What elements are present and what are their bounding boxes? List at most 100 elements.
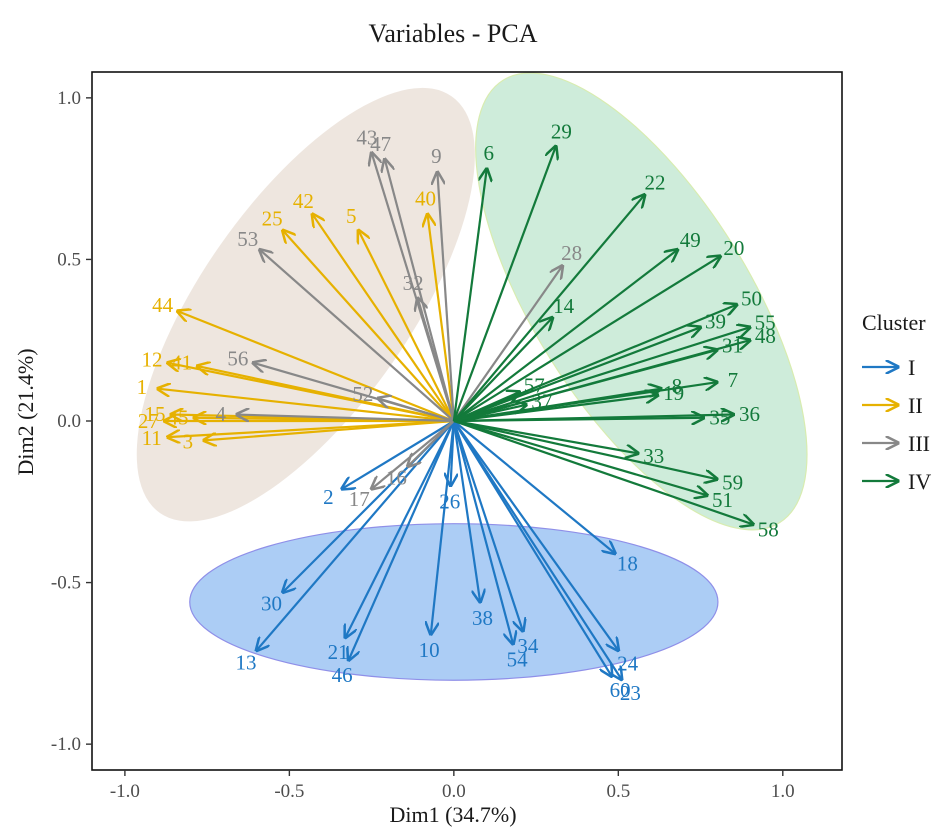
label-var-12: 12: [141, 348, 162, 372]
label-var-57: 57: [524, 373, 545, 397]
label-var-52: 52: [352, 382, 373, 406]
label-var-26: 26: [439, 490, 460, 514]
y-tick-label: -0.5: [51, 573, 81, 594]
arrow-var-54: [452, 420, 513, 644]
label-var-32: 32: [403, 271, 424, 295]
arrow-var-31: [453, 350, 717, 423]
arrow-var-1: [158, 389, 454, 423]
label-var-7: 7: [728, 368, 739, 392]
arrow-var-14: [453, 318, 553, 422]
label-var-33: 33: [643, 444, 664, 468]
label-var-54: 54: [507, 647, 529, 671]
label-var-48: 48: [755, 324, 776, 348]
label-var-40: 40: [415, 186, 436, 210]
x-tick-label: 1.0: [771, 781, 795, 802]
arrow-var-34: [452, 420, 523, 631]
label-var-59: 59: [722, 471, 743, 495]
label-var-42: 42: [293, 189, 314, 213]
label-var-39: 39: [705, 310, 726, 334]
label-var-21: 21: [328, 640, 349, 664]
arrow-var-17: [372, 420, 455, 489]
label-var-19: 19: [663, 381, 684, 405]
label-var-24: 24: [617, 651, 639, 675]
arrow-var-33: [453, 419, 638, 453]
label-var-20: 20: [723, 236, 744, 260]
ellipse-cluster-I: [189, 523, 719, 681]
label-var-38: 38: [472, 606, 493, 630]
legend-label-IV: IV: [908, 469, 931, 494]
label-var-23: 23: [620, 681, 641, 705]
legend-label-III: III: [908, 431, 930, 456]
legend-title: Cluster: [862, 310, 926, 335]
x-tick-label: -0.5: [274, 781, 304, 802]
legend-label-I: I: [908, 355, 915, 380]
label-var-51: 51: [712, 488, 733, 512]
arrow-var-55: [453, 327, 750, 423]
arrow-var-44: [178, 311, 455, 423]
arrow-var-37: [453, 405, 526, 423]
label-var-56: 56: [227, 346, 248, 370]
label-var-18: 18: [617, 552, 638, 576]
arrow-var-38: [452, 420, 480, 602]
arrow-var-25: [283, 230, 455, 422]
x-tick-label: -1.0: [110, 781, 140, 802]
label-var-8: 8: [672, 374, 683, 398]
y-tick-label: 1.0: [57, 88, 81, 109]
label-var-3: 3: [183, 430, 194, 454]
label-var-44: 44: [152, 293, 174, 317]
arrow-var-57: [453, 392, 520, 423]
label-var-43: 43: [356, 125, 377, 149]
arrow-var-7: [453, 382, 717, 423]
label-var-10: 10: [419, 638, 440, 662]
arrow-var-24: [452, 420, 618, 650]
arrow-var-20: [453, 256, 720, 422]
label-var-17: 17: [349, 487, 370, 511]
arrow-var-5: [358, 230, 455, 422]
label-var-11: 11: [142, 426, 162, 450]
label-var-34: 34: [517, 634, 539, 658]
y-tick-label: 0.5: [57, 249, 81, 270]
label-var-41: 41: [171, 351, 192, 375]
label-var-49: 49: [680, 228, 701, 252]
label-var-53: 53: [237, 227, 258, 251]
label-var-2: 2: [323, 485, 334, 509]
label-var-14: 14: [553, 294, 575, 318]
label-var-31: 31: [722, 334, 743, 358]
arrow-var-40: [428, 214, 455, 422]
arrow-var-9: [437, 172, 455, 422]
label-var-47: 47: [370, 132, 391, 156]
label-var-13: 13: [236, 651, 257, 675]
arrow-var-53: [260, 250, 455, 422]
label-var-1: 1: [137, 375, 148, 399]
label-var-6: 6: [484, 141, 495, 165]
label-var-15: 15: [144, 402, 165, 426]
variable-arrows: [158, 146, 753, 679]
arrow-var-10: [431, 420, 455, 634]
x-tick-label: 0.5: [606, 781, 630, 802]
arrow-var-3: [204, 419, 454, 440]
label-var-58: 58: [758, 518, 779, 542]
arrow-var-32: [418, 298, 455, 422]
label-var-29: 29: [551, 119, 572, 143]
arrow-var-52: [378, 398, 455, 423]
label-var-37: 37: [531, 389, 552, 413]
arrow-var-51: [453, 419, 707, 495]
label-var-9: 9: [431, 144, 442, 168]
label-var-27: 27: [138, 409, 159, 433]
label-var-5: 5: [346, 204, 357, 228]
arrow-var-22: [453, 195, 645, 422]
ellipse-cluster-II: [136, 87, 475, 522]
chart-title: Variables - PCA: [369, 19, 538, 48]
arrow-var-6: [452, 169, 487, 422]
arrow-var-58: [453, 419, 753, 524]
arrow-var-35: [453, 418, 704, 421]
x-tick-label: 0.0: [442, 781, 466, 802]
label-var-46: 46: [332, 663, 353, 687]
arrow-var-46: [349, 420, 455, 660]
label-var-36: 36: [739, 402, 760, 426]
y-tick-label: 0.0: [57, 411, 81, 432]
ellipse-cluster-IV: [475, 72, 808, 531]
axes: -1.0 -0.5 0.0 0.5 1.0 -1.0 -0.5 0.0 0.5 1.0: [51, 71, 843, 802]
